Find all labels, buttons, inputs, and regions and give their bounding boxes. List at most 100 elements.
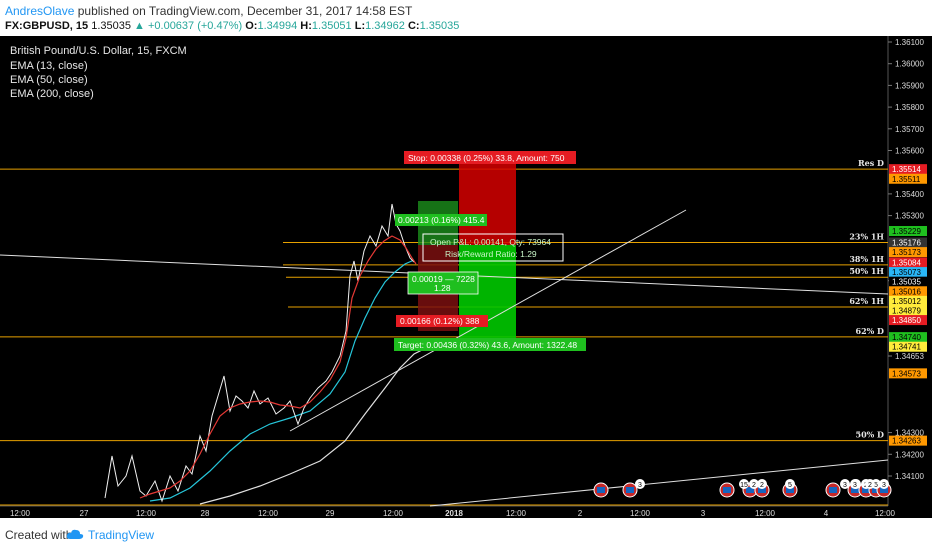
price-tag xyxy=(889,164,927,175)
legend-title: British Pound/U.S. Dollar, 15, FXCM xyxy=(10,45,187,57)
y-tick-label: 1.35300 xyxy=(895,212,924,221)
publish-info: published on TradingView.com, December 3… xyxy=(77,4,413,18)
x-tick-label: 28 xyxy=(201,509,210,518)
x-tick-label: 29 xyxy=(326,509,335,518)
level-label: 62% D xyxy=(856,326,885,336)
event-count: 3 xyxy=(638,482,642,489)
x-tick-label: 12:00 xyxy=(10,509,31,518)
stop-label: Stop: 0.00338 (0.25%) 33.8, Amount: 750 xyxy=(408,153,565,163)
legend-ema13[interactable]: EMA (13, close) xyxy=(10,60,88,72)
legend-ema200[interactable]: EMA (200, close) xyxy=(10,88,94,100)
price-tag xyxy=(889,341,927,352)
target-label: Target: 0.00436 (0.32%) 43.6, Amount: 13… xyxy=(398,340,577,350)
price-tag xyxy=(889,286,927,297)
ema200-series xyxy=(199,345,431,505)
last-price: 1.35035 xyxy=(91,20,131,32)
event-count: 2 xyxy=(760,482,764,489)
event-count: 2 xyxy=(752,482,756,489)
y-tick-label: 1.35400 xyxy=(895,190,924,199)
event-count-badge xyxy=(757,479,767,489)
short-box xyxy=(396,315,488,327)
price-tag-label: 1.35176 xyxy=(892,239,921,248)
price-tag-label: 1.35229 xyxy=(892,227,921,236)
legend-ema50[interactable]: EMA (50, close) xyxy=(10,74,88,86)
tradingview-cloud-icon xyxy=(66,529,84,539)
price-tag-label: 1.35016 xyxy=(892,287,921,296)
x-tick-label: 12:00 xyxy=(875,509,896,518)
event-flag-inner xyxy=(862,487,870,493)
y-tick-label: 1.36000 xyxy=(895,60,924,69)
event-flag-inner xyxy=(880,487,888,493)
price-tag xyxy=(889,173,927,184)
fib-levels: Res D 23% 1H 38% 1H 50% 1H 62% 1H 62% D 50% D xyxy=(0,158,888,506)
event-flag-inner xyxy=(829,487,837,493)
x-tick-label: 2018 xyxy=(445,509,463,518)
y-tick-label: 1.34200 xyxy=(895,450,924,459)
x-tick-label: 2 xyxy=(578,509,583,518)
event-count-badge xyxy=(739,479,749,489)
event-count-badge xyxy=(879,479,889,489)
symbol-label: FX:GBPUSD, 15 xyxy=(5,20,89,32)
price-tag xyxy=(889,332,927,343)
level-label: 50% 1H xyxy=(849,266,884,276)
x-tick-label: 12:00 xyxy=(506,509,527,518)
author-link[interactable]: AndresOlave xyxy=(5,4,75,18)
ema13-series xyxy=(139,235,417,499)
event-flag-inner xyxy=(597,487,605,493)
price-tag-label: 1.35511 xyxy=(892,175,921,184)
x-tick-label: 3 xyxy=(701,509,706,518)
trendline-lower xyxy=(429,459,889,507)
footer: Created with TradingView xyxy=(0,518,932,550)
level-label: 62% 1H xyxy=(849,296,884,306)
event-flag-inner xyxy=(723,487,731,493)
event-flag-inner xyxy=(746,487,754,493)
price-tag xyxy=(889,267,927,278)
event-count-badge xyxy=(850,479,860,489)
price-tag xyxy=(889,295,927,306)
x-tick-label: 4 xyxy=(824,509,829,518)
chart-header: AndresOlave published on TradingView.com… xyxy=(0,0,932,36)
x-tick-label: 27 xyxy=(80,509,89,518)
event-count-badge xyxy=(785,479,795,489)
price-tag-label: 1.34740 xyxy=(892,333,921,342)
price-tag-label: 1.34741 xyxy=(892,343,921,352)
event-flag-inner xyxy=(786,487,794,493)
level-label: 50% D xyxy=(856,430,885,440)
price-tag xyxy=(889,368,927,379)
tradingview-brand[interactable]: TradingView xyxy=(88,528,155,542)
price-tag xyxy=(889,315,927,326)
y-tick-label: 1.35700 xyxy=(895,125,924,134)
time-axis[interactable]: 12:00 27 12:00 28 12:00 29 12:00 2018 12:00 2 12:0… xyxy=(10,509,896,518)
y-tick-label: 1.34653 xyxy=(895,352,924,361)
open-value: 1.34994 xyxy=(257,20,298,32)
publish-line: AndresOlave published on TradingView.com… xyxy=(5,4,412,18)
y-tick-label: 1.35600 xyxy=(895,147,924,156)
high-label: H: xyxy=(300,20,312,32)
price-tag-label: 1.34850 xyxy=(892,316,921,325)
y-tick-label: 1.34100 xyxy=(895,472,924,481)
event-flag-inner xyxy=(872,487,880,493)
event-count-badge xyxy=(749,479,759,489)
price-tag xyxy=(889,276,927,287)
economic-events[interactable]: 3152253253232 xyxy=(593,479,892,498)
x-tick-label: 12:00 xyxy=(383,509,404,518)
price-tag-label: 1.34263 xyxy=(892,437,921,446)
close-value: 1.35035 xyxy=(419,20,460,32)
event-count-badge xyxy=(635,479,645,489)
x-tick-label: 12:00 xyxy=(755,509,776,518)
long-box-mid-label-1: 0.00019 — 7228 xyxy=(412,274,475,284)
price-tag-label: 1.35173 xyxy=(892,248,921,257)
price-tags: 1.355141.355111.352291.351761.351731.350… xyxy=(889,164,927,446)
event-count-badge xyxy=(865,479,875,489)
price-series xyxy=(104,203,415,503)
event-count: 3 xyxy=(853,482,857,489)
y-tick-label: 1.35800 xyxy=(895,103,924,112)
price-change: ▲ +0.00637 (+0.47%) xyxy=(134,20,243,32)
low-value: 1.34962 xyxy=(365,20,405,32)
event-count: 2 xyxy=(868,482,872,489)
x-tick-label: 12:00 xyxy=(630,509,651,518)
open-pl-box xyxy=(422,233,564,262)
level-label: 23% 1H xyxy=(849,232,884,242)
price-tag xyxy=(889,226,927,237)
